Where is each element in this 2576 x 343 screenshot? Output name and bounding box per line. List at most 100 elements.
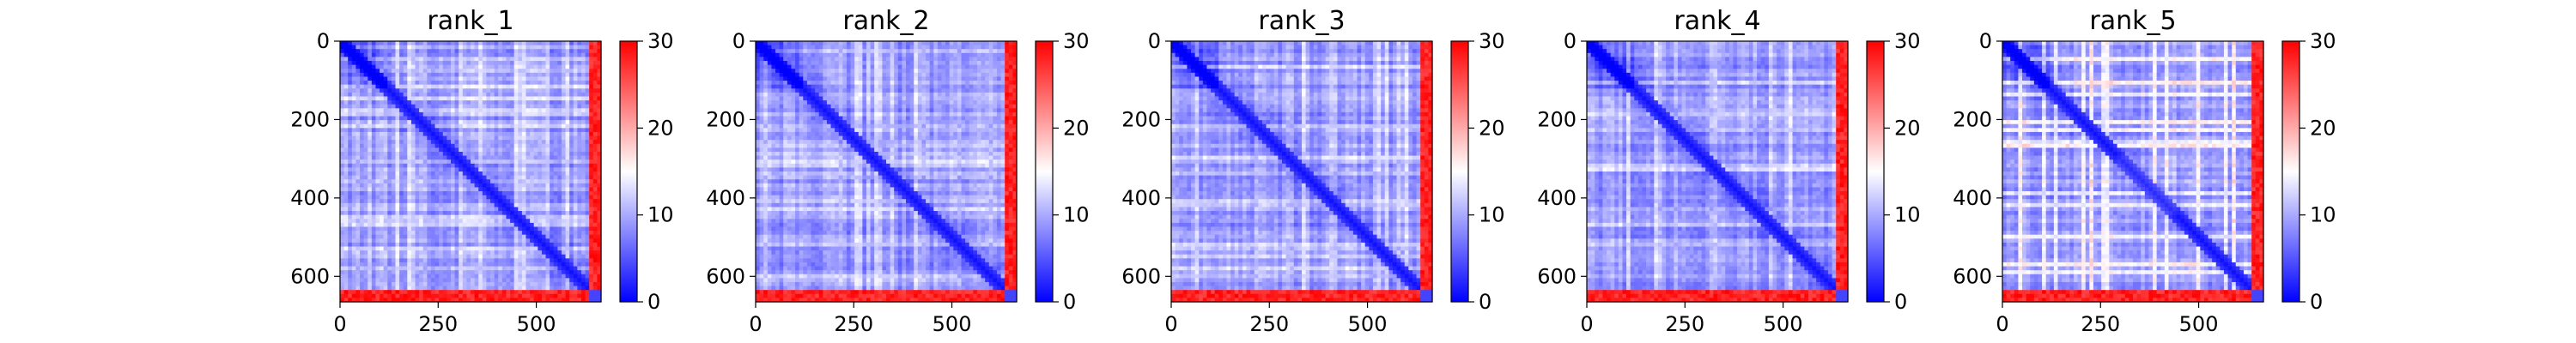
heatmap-cell	[447, 183, 452, 189]
heatmap-cell	[538, 250, 543, 256]
heatmap-cell	[949, 49, 954, 54]
heatmap-cell	[399, 286, 404, 291]
heatmap-cell	[368, 108, 373, 113]
heatmap-cell	[526, 286, 531, 291]
heatmap-cell	[498, 140, 503, 145]
heatmap-cell	[592, 207, 598, 212]
heatmap-cell	[530, 219, 535, 224]
heatmap-cell	[419, 293, 424, 298]
heatmap-cell	[415, 135, 420, 141]
heatmap-cell	[771, 72, 776, 78]
heatmap-cell	[391, 159, 397, 165]
heatmap-cell	[383, 219, 388, 224]
heatmap-cell	[395, 131, 400, 137]
heatmap-cell	[569, 298, 574, 303]
heatmap-cell	[557, 72, 562, 78]
heatmap-cell	[439, 281, 444, 287]
heatmap-cell	[592, 199, 598, 204]
heatmap-cell	[368, 84, 373, 89]
heatmap-cell	[858, 64, 863, 69]
heatmap-cell	[550, 151, 555, 157]
heatmap-cell	[368, 120, 373, 125]
heatmap-cell	[486, 81, 491, 86]
heatmap-cell	[530, 175, 535, 180]
heatmap-cell	[585, 104, 590, 109]
heatmap-cell	[538, 286, 543, 291]
heatmap-cell	[597, 175, 602, 180]
heatmap-cell	[565, 143, 570, 148]
heatmap-cell	[439, 84, 444, 89]
heatmap-cell	[439, 246, 444, 251]
heatmap-cell	[395, 211, 400, 216]
heatmap-cell	[874, 61, 879, 66]
heatmap-cell	[838, 72, 843, 78]
heatmap-cell	[973, 57, 978, 62]
heatmap-cell	[589, 84, 594, 89]
heatmap-cell	[494, 226, 499, 232]
heatmap-cell	[580, 143, 586, 148]
heatmap-cell	[403, 246, 408, 251]
heatmap-cell	[806, 52, 812, 58]
heatmap-cell	[541, 52, 547, 58]
heatmap-cell	[592, 231, 598, 236]
heatmap-cell	[471, 207, 476, 212]
heatmap-cell	[399, 195, 404, 200]
heatmap-cell	[415, 242, 420, 248]
heatmap-cell	[530, 293, 535, 298]
heatmap-cell	[375, 76, 380, 81]
heatmap-cell	[538, 61, 543, 66]
heatmap-cell	[580, 167, 586, 172]
heatmap-cell	[953, 45, 958, 50]
heatmap-cell	[415, 120, 420, 125]
heatmap-cell	[902, 45, 907, 50]
heatmap-cell	[1000, 69, 1005, 74]
heatmap-cell	[447, 167, 452, 172]
heatmap-cell	[340, 123, 345, 129]
heatmap-cell	[474, 108, 479, 113]
heatmap-cell	[490, 199, 495, 204]
heatmap-cell	[439, 120, 444, 125]
heatmap-cell	[580, 108, 586, 113]
heatmap-cell	[380, 266, 385, 271]
heatmap-cell	[360, 211, 365, 216]
heatmap-cell	[521, 234, 527, 239]
heatmap-cell	[771, 49, 776, 54]
heatmap-cell	[580, 199, 586, 204]
heatmap-cell	[545, 231, 550, 236]
heatmap-cell	[557, 274, 562, 279]
heatmap-cell	[530, 222, 535, 228]
heatmap-cell	[351, 61, 357, 66]
heatmap-cell	[501, 238, 507, 244]
heatmap-cell	[351, 298, 357, 303]
heatmap-cell	[494, 238, 499, 244]
heatmap-cell	[506, 211, 511, 216]
heatmap-cell	[439, 49, 444, 54]
heatmap-cell	[355, 128, 361, 133]
heatmap-cell	[545, 116, 550, 121]
heatmap-cell	[371, 128, 377, 133]
heatmap-cell	[526, 250, 531, 256]
heatmap-cell	[395, 199, 400, 204]
heatmap-cell	[526, 92, 531, 98]
heatmap-cell	[799, 69, 804, 74]
heatmap-cell	[419, 52, 424, 58]
heatmap-cell	[380, 108, 385, 113]
heatmap-cell	[395, 172, 400, 177]
heatmap-cell	[478, 72, 483, 78]
heatmap-cell	[842, 45, 848, 50]
heatmap-cell	[526, 104, 531, 109]
heatmap-cell	[518, 187, 523, 192]
heatmap-cell	[815, 45, 820, 50]
heatmap-cell	[360, 242, 365, 248]
heatmap-cell	[993, 64, 998, 69]
heatmap-cell	[557, 61, 562, 66]
heatmap-cell	[462, 202, 467, 208]
heatmap-cell	[553, 202, 558, 208]
heatmap-cell	[878, 45, 883, 50]
heatmap-cell	[343, 52, 349, 58]
heatmap-cell	[434, 258, 440, 263]
heatmap-cell	[434, 293, 440, 298]
heatmap-cell	[355, 64, 361, 69]
heatmap-cell	[422, 159, 428, 165]
heatmap-cell	[383, 131, 388, 137]
